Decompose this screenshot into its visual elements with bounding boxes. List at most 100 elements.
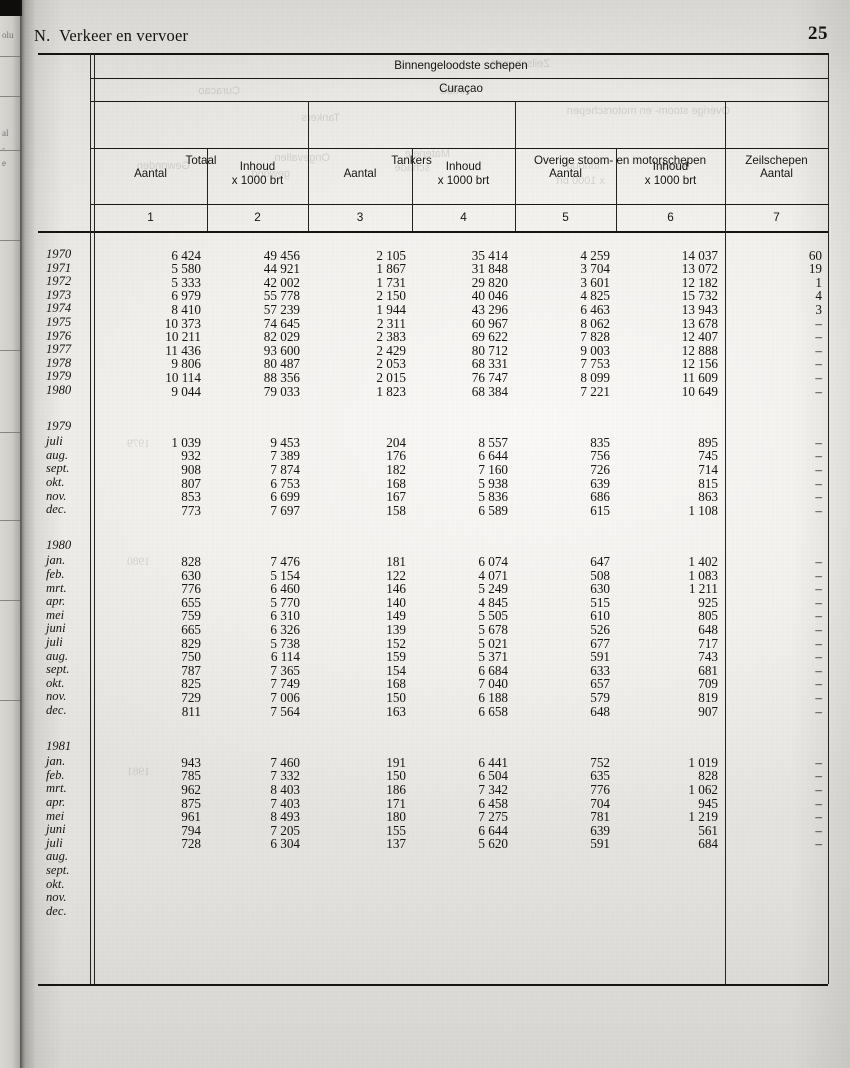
cell-c7: –	[815, 502, 822, 518]
cell-c4: 6 589	[478, 502, 508, 518]
cell-c5: 6 463	[580, 301, 610, 317]
cell-c5: 752	[590, 754, 610, 770]
column-number-5: 5	[562, 210, 569, 224]
cell-c7: –	[815, 754, 822, 770]
cell-c5: 657	[590, 676, 610, 692]
rule-col3-col4	[412, 148, 413, 231]
cell-c2: 7 332	[270, 768, 300, 784]
cell-c6: 1 083	[688, 567, 718, 583]
cell-c4: 5 836	[478, 489, 508, 505]
cell-c4: 68 331	[471, 356, 508, 372]
cell-c1: 829	[181, 635, 201, 651]
column-number-6: 6	[667, 210, 674, 224]
cell-c1: 630	[181, 567, 201, 583]
cell-c1: 962	[181, 781, 201, 797]
group-header-zeilschepen: Zeilschepen	[745, 154, 808, 167]
column-number-7: 7	[773, 210, 780, 224]
row-label-month: dec.	[46, 903, 67, 918]
cell-c5: 579	[590, 689, 610, 705]
cell-c6: 745	[698, 448, 718, 464]
cell-c5: 3 704	[580, 261, 610, 277]
subheader-aantal-1: Aantal	[134, 167, 167, 180]
cell-c2: 6 304	[270, 836, 300, 852]
column-number-3: 3	[356, 210, 364, 224]
cell-c1: 750	[181, 649, 201, 665]
cell-c7: –	[815, 448, 822, 464]
rule-overige-zeil	[725, 101, 726, 984]
cell-c6: 709	[698, 676, 718, 692]
row-label-year: 1980	[46, 383, 72, 397]
cell-c2: 8 403	[270, 781, 300, 797]
cell-c4: 8 557	[478, 434, 508, 450]
cell-c5: 515	[590, 594, 610, 610]
cell-c1: 729	[181, 689, 201, 705]
cell-c4: 4 071	[478, 567, 508, 583]
cell-c6: 14 037	[681, 247, 718, 263]
cell-c7: –	[815, 581, 822, 597]
cell-c5: 610	[590, 608, 610, 624]
cell-c7: –	[815, 461, 822, 477]
cell-c1: 961	[181, 809, 201, 825]
cell-c3: 2 150	[376, 288, 406, 304]
cell-c3: 168	[386, 475, 406, 491]
cell-c5: 726	[590, 461, 610, 477]
cell-c7: –	[815, 836, 822, 852]
cell-c2: 88 356	[263, 369, 300, 385]
row-label-year: 1970	[46, 247, 72, 261]
cell-c3: 154	[386, 662, 406, 678]
row-label-month: juni	[46, 621, 66, 636]
cell-c3: 163	[386, 703, 406, 719]
region-label: Curaçao	[439, 82, 483, 95]
cell-c3: 168	[386, 676, 406, 692]
cell-c4: 40 046	[471, 288, 508, 304]
cell-c6: 561	[698, 822, 718, 838]
subheader-aantal-3: Aantal	[343, 167, 377, 180]
cell-c6: 11 609	[682, 369, 718, 385]
cell-c5: 7 221	[580, 383, 610, 399]
table-title: Binnengeloodste schepen	[394, 59, 528, 72]
cell-c3: 150	[386, 768, 406, 784]
cell-c4: 4 845	[478, 594, 508, 610]
cell-c1: 787	[181, 662, 201, 678]
row-label-month: aug.	[46, 648, 69, 663]
cell-c2: 7 749	[270, 676, 300, 692]
cell-c1: 853	[181, 489, 201, 505]
cell-c7: –	[815, 608, 822, 624]
cell-c3: 152	[386, 635, 406, 651]
row-label-year: 1973	[46, 287, 72, 302]
cell-c4: 68 384	[471, 383, 508, 399]
row-label-month: sept.	[46, 461, 70, 476]
cell-c1: 10 211	[165, 329, 201, 345]
running-head: N. Verkeer en vervoer	[34, 26, 188, 46]
cell-c2: 6 460	[270, 581, 300, 597]
cell-c7: 19	[808, 261, 822, 277]
row-label-year: 1974	[46, 301, 72, 316]
cell-c6: 1 108	[688, 502, 718, 518]
rule-stub-right-b	[94, 53, 95, 984]
cell-c5: 756	[590, 448, 610, 464]
cell-c6: 863	[698, 489, 718, 505]
cell-c4: 7 160	[478, 461, 508, 477]
cell-c3: 159	[386, 649, 406, 665]
facing-fragment-1: al	[2, 128, 9, 138]
cell-c6: 681	[698, 662, 718, 678]
cell-c7: –	[815, 329, 822, 345]
cell-c2: 8 493	[270, 809, 300, 825]
column-number-2: 2	[254, 210, 261, 224]
subheader-inhoud-line2: x 1000 brt	[644, 174, 697, 188]
cell-c6: 743	[698, 649, 718, 665]
cell-c3: 182	[386, 461, 406, 477]
cell-c3: 171	[386, 795, 406, 811]
cell-c4: 6 441	[478, 754, 508, 770]
cell-c3: 2 105	[376, 247, 406, 263]
cell-c6: 12 182	[681, 274, 718, 290]
rule-stub-right-a	[90, 53, 91, 984]
cell-c5: 9 003	[580, 342, 610, 358]
cell-c1: 9 806	[171, 356, 201, 372]
cell-c3: 2 429	[376, 342, 406, 358]
cell-c4: 5 371	[478, 649, 508, 665]
cell-c6: 10 649	[681, 383, 718, 399]
row-label-month: apr.	[46, 594, 66, 609]
cell-c4: 29 820	[471, 274, 508, 290]
